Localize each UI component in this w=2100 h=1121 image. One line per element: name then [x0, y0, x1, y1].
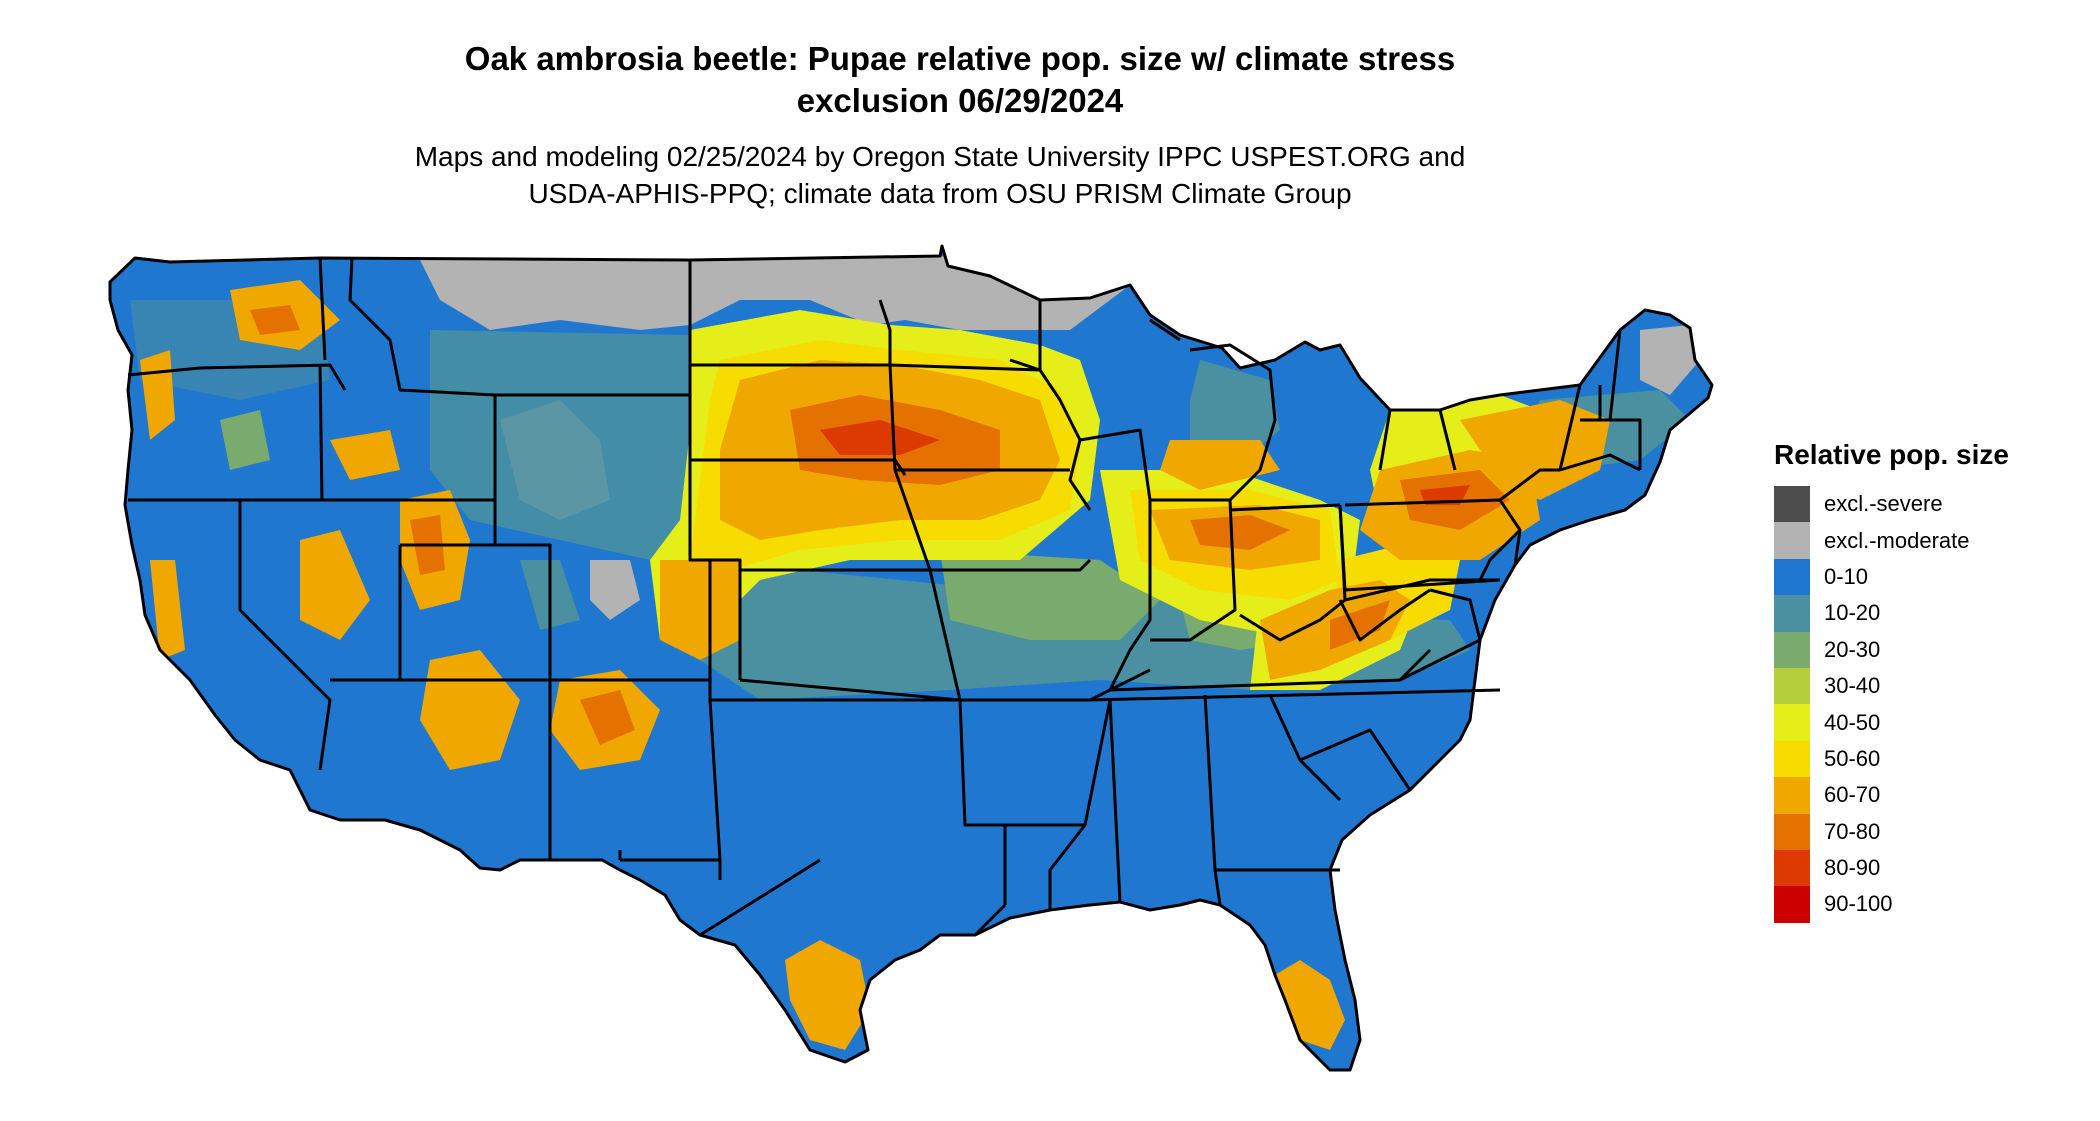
legend-swatch — [1774, 813, 1810, 850]
legend-label: 80-90 — [1824, 855, 1881, 881]
legend-label: 30-40 — [1824, 673, 1881, 699]
legend-item-excl-severe: excl.-severe — [1774, 486, 2074, 523]
legend-items: excl.-severe excl.-moderate 0-10 10-20 2… — [1774, 486, 2074, 923]
legend-label: 90-100 — [1824, 891, 1893, 917]
legend-label: excl.-moderate — [1824, 527, 1970, 553]
legend-item-90-100: 90-100 — [1774, 886, 2074, 923]
subtitle-line-1: Maps and modeling 02/25/2024 by Oregon S… — [414, 141, 1466, 172]
legend-label: 40-50 — [1824, 709, 1881, 735]
subtitle-line-2: USDA-APHIS-PPQ; climate data from OSU PR… — [528, 178, 1352, 209]
legend: Relative pop. size excl.-severe excl.-mo… — [1774, 438, 2074, 923]
legend-swatch — [1774, 667, 1810, 705]
legend-swatch — [1774, 486, 1810, 523]
legend-item-20-30: 20-30 — [1774, 631, 2074, 668]
legend-swatch — [1774, 740, 1810, 778]
title-line-1: Oak ambrosia beetle: Pupae relative pop.… — [464, 40, 1456, 77]
map-title: Oak ambrosia beetle: Pupae relative pop.… — [360, 38, 1560, 122]
legend-label: 0-10 — [1824, 563, 1869, 589]
legend-item-40-50: 40-50 — [1774, 704, 2074, 741]
legend-swatch — [1774, 704, 1810, 741]
legend-label: 20-30 — [1824, 636, 1881, 662]
map-subtitle: Maps and modeling 02/25/2024 by Oregon S… — [320, 138, 1560, 212]
legend-swatch — [1774, 849, 1810, 887]
legend-swatch — [1774, 886, 1810, 923]
legend-swatch — [1774, 595, 1810, 632]
legend-item-50-60: 50-60 — [1774, 740, 2074, 778]
legend-item-10-20: 10-20 — [1774, 595, 2074, 632]
legend-swatch — [1774, 777, 1810, 814]
legend-swatch — [1774, 631, 1810, 668]
state-boundaries — [108, 244, 1714, 1072]
legend-label: 70-80 — [1824, 818, 1881, 844]
legend-label: 60-70 — [1824, 782, 1881, 808]
legend-label: 50-60 — [1824, 745, 1881, 771]
legend-swatch — [1774, 558, 1810, 596]
legend-title: Relative pop. size — [1774, 439, 2009, 470]
legend-item-excl-moderate: excl.-moderate — [1774, 522, 2074, 559]
legend-swatch — [1774, 522, 1810, 559]
legend-item-60-70: 60-70 — [1774, 777, 2074, 814]
title-line-2: exclusion 06/29/2024 — [796, 82, 1124, 119]
legend-item-0-10: 0-10 — [1774, 558, 2074, 596]
legend-label: excl.-severe — [1824, 491, 1943, 517]
legend-label: 10-20 — [1824, 600, 1881, 626]
legend-item-80-90: 80-90 — [1774, 849, 2074, 887]
legend-item-70-80: 70-80 — [1774, 813, 2074, 850]
legend-item-30-40: 30-40 — [1774, 667, 2074, 705]
